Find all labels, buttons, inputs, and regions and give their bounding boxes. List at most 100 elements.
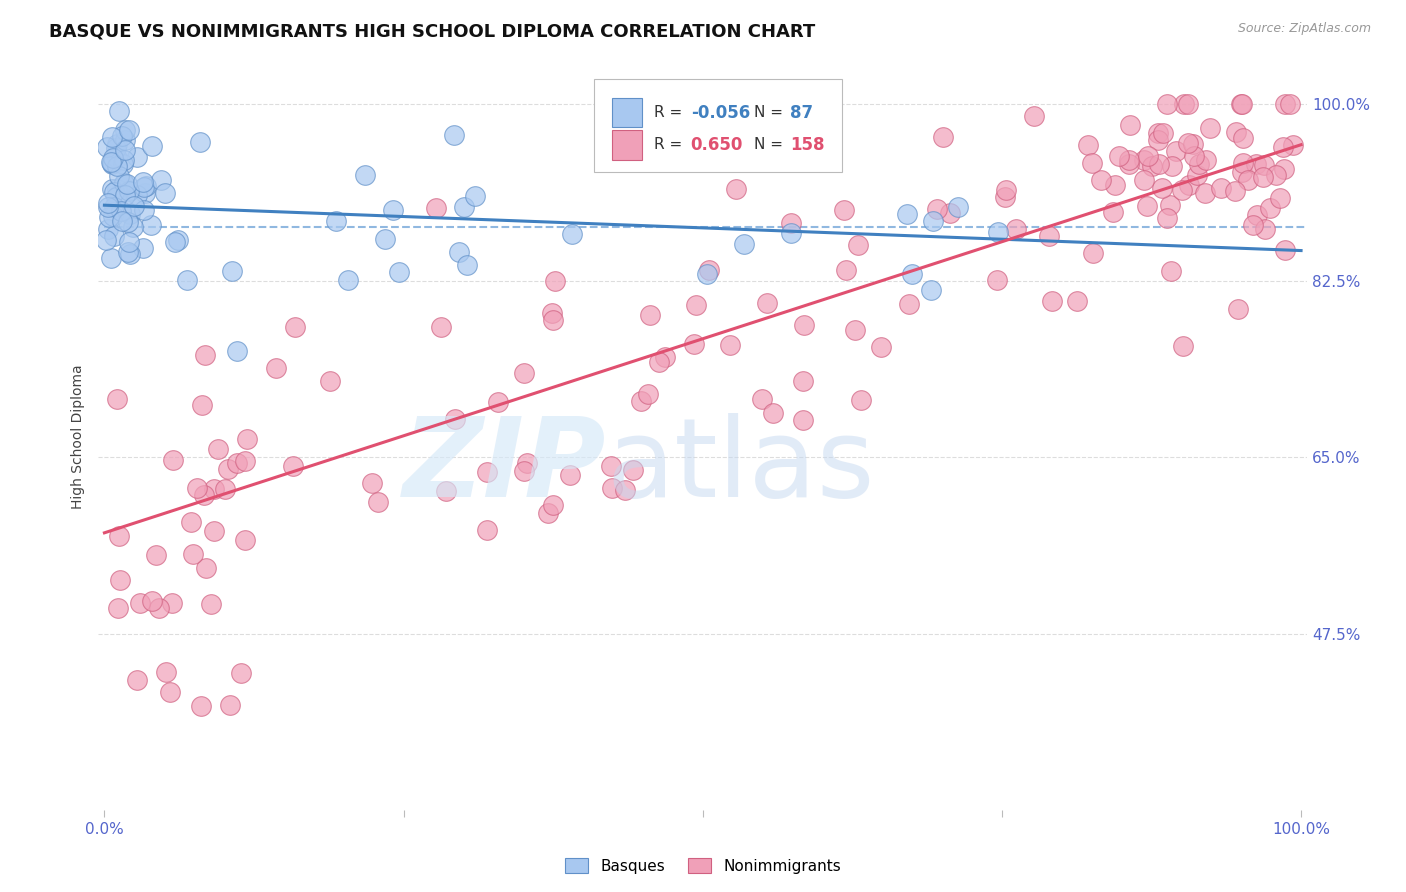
- FancyBboxPatch shape: [612, 129, 643, 160]
- Point: [111, 214, 134, 228]
- Text: R =: R =: [654, 105, 688, 120]
- Point: [792, 374, 814, 388]
- Point: [925, 202, 948, 217]
- Point: [132, 202, 155, 217]
- Point: [513, 464, 536, 478]
- Point: [541, 498, 564, 512]
- Point: [96, 140, 118, 154]
- Point: [1161, 159, 1184, 173]
- Point: [1199, 120, 1222, 135]
- Point: [1156, 97, 1178, 112]
- Point: [1177, 97, 1199, 112]
- Point: [155, 665, 177, 679]
- Point: [114, 133, 136, 147]
- Point: [986, 272, 1008, 286]
- Point: [429, 320, 451, 334]
- Point: [233, 454, 256, 468]
- Point: [614, 483, 637, 498]
- Point: [994, 183, 1017, 197]
- Point: [97, 222, 120, 236]
- Point: [718, 338, 741, 352]
- Point: [163, 235, 186, 249]
- Point: [103, 186, 125, 200]
- Point: [200, 597, 222, 611]
- Point: [1132, 173, 1154, 187]
- Point: [600, 482, 623, 496]
- Point: [117, 215, 139, 229]
- Point: [194, 561, 217, 575]
- Point: [105, 141, 128, 155]
- Point: [97, 196, 120, 211]
- Point: [987, 226, 1010, 240]
- Point: [835, 263, 858, 277]
- Point: [1119, 118, 1142, 132]
- Point: [1147, 126, 1170, 140]
- Point: [114, 187, 136, 202]
- Point: [561, 227, 583, 241]
- Point: [844, 323, 866, 337]
- Point: [226, 456, 249, 470]
- Point: [112, 176, 135, 190]
- Point: [425, 201, 447, 215]
- Point: [1246, 208, 1268, 222]
- Point: [129, 596, 152, 610]
- Point: [541, 313, 564, 327]
- Point: [118, 235, 141, 249]
- Point: [832, 202, 855, 217]
- Point: [434, 484, 457, 499]
- Point: [921, 214, 943, 228]
- Point: [541, 306, 564, 320]
- Point: [1171, 338, 1194, 352]
- Point: [108, 103, 131, 118]
- Point: [516, 456, 538, 470]
- Text: atlas: atlas: [606, 413, 875, 520]
- Point: [100, 182, 122, 196]
- Point: [186, 481, 208, 495]
- Point: [107, 169, 129, 183]
- Point: [621, 463, 644, 477]
- Point: [188, 135, 211, 149]
- Point: [1254, 222, 1277, 236]
- Point: [367, 495, 389, 509]
- Point: [105, 159, 128, 173]
- Point: [132, 175, 155, 189]
- Point: [114, 123, 136, 137]
- Point: [336, 272, 359, 286]
- Point: [1133, 153, 1156, 168]
- Point: [1077, 138, 1099, 153]
- Point: [229, 666, 252, 681]
- Point: [1038, 229, 1060, 244]
- Point: [486, 395, 509, 409]
- Point: [94, 233, 117, 247]
- Point: [1185, 168, 1208, 182]
- Point: [733, 236, 755, 251]
- Point: [101, 151, 124, 165]
- Point: [105, 137, 128, 152]
- Point: [180, 515, 202, 529]
- Point: [98, 211, 121, 225]
- Text: ZIP: ZIP: [402, 413, 606, 520]
- Point: [1081, 155, 1104, 169]
- Point: [125, 673, 148, 688]
- Point: [122, 199, 145, 213]
- Point: [537, 506, 560, 520]
- Point: [654, 350, 676, 364]
- Point: [779, 216, 801, 230]
- Point: [1182, 136, 1205, 151]
- Point: [318, 374, 340, 388]
- Point: [217, 461, 239, 475]
- Point: [1232, 131, 1254, 145]
- Point: [190, 699, 212, 714]
- Point: [762, 407, 785, 421]
- Point: [1040, 293, 1063, 308]
- Point: [100, 154, 122, 169]
- Point: [1090, 172, 1112, 186]
- Point: [100, 129, 122, 144]
- Point: [235, 433, 257, 447]
- Point: [101, 210, 124, 224]
- Point: [1004, 222, 1026, 236]
- Point: [453, 201, 475, 215]
- Point: [1164, 144, 1187, 158]
- Point: [696, 267, 718, 281]
- Point: [1281, 138, 1303, 153]
